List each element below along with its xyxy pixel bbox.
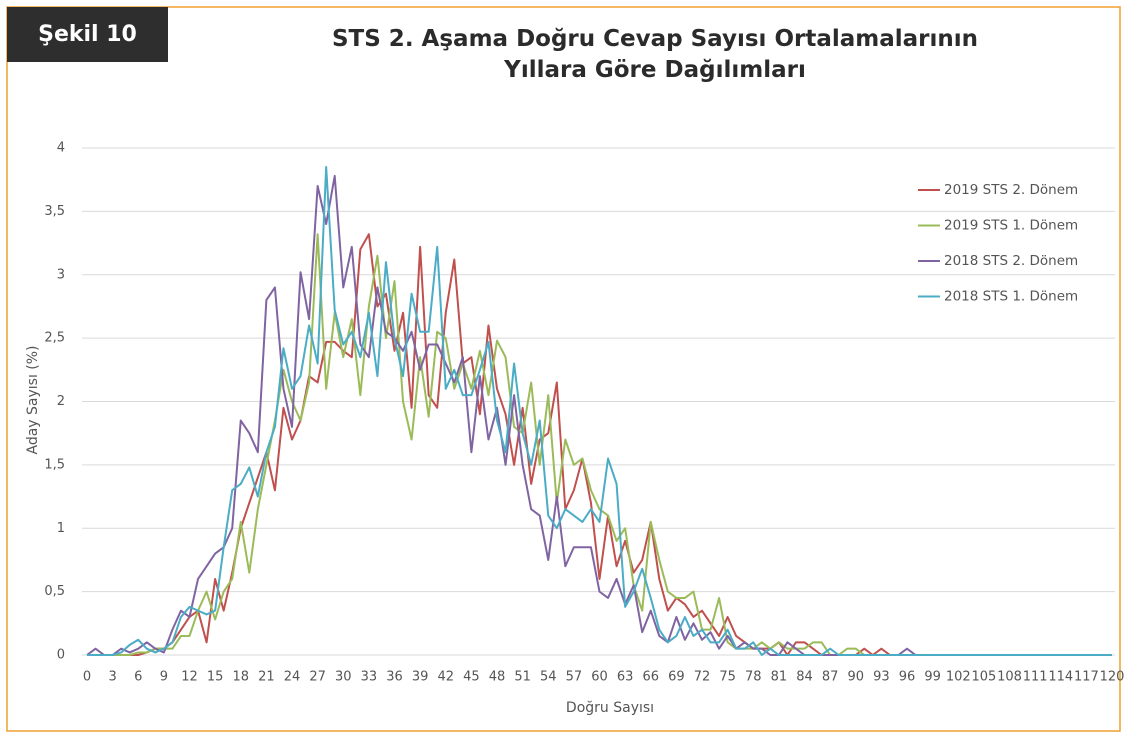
- y-tick-label: 3,5: [44, 204, 65, 219]
- legend-label: 2019 STS 1. Dönem: [944, 218, 1078, 234]
- y-tick-label: 1: [57, 521, 65, 536]
- x-tick-label: 117: [1074, 670, 1099, 685]
- x-tick-label: 51: [514, 670, 531, 685]
- series-line: [86, 174, 1112, 656]
- x-tick-label: 78: [745, 670, 762, 685]
- x-tick-label: 105: [971, 670, 996, 685]
- x-tick-label: 0: [83, 670, 91, 685]
- x-tick-label: 93: [873, 670, 890, 685]
- x-tick-label: 90: [847, 670, 864, 685]
- y-tick-label: 0: [57, 648, 65, 663]
- x-tick-label: 45: [463, 670, 480, 685]
- x-tick-label: 111: [1023, 670, 1048, 685]
- x-tick-label: 84: [796, 670, 813, 685]
- frame: [6, 6, 1121, 732]
- x-tick-label: 24: [284, 670, 301, 685]
- legend-label: 2018 STS 2. Dönem: [944, 253, 1078, 269]
- x-tick-label: 21: [258, 670, 275, 685]
- x-tick-label: 18: [232, 670, 249, 685]
- x-tick-label: 60: [591, 670, 608, 685]
- y-tick-label: 2,5: [44, 331, 65, 346]
- x-tick-label: 27: [309, 670, 326, 685]
- x-tick-label: 96: [899, 670, 916, 685]
- y-axis-label: Aday Sayısı (%): [25, 345, 41, 454]
- y-tick-label: 4: [57, 141, 65, 156]
- x-tick-label: 12: [181, 670, 198, 685]
- x-tick-label: 120: [1100, 670, 1125, 685]
- x-tick-label: 39: [412, 670, 429, 685]
- x-axis-label: Doğru Sayısı: [566, 700, 654, 716]
- y-tick-label: 2: [57, 394, 65, 409]
- x-tick-label: 63: [617, 670, 634, 685]
- x-tick-label: 30: [335, 670, 352, 685]
- x-tick-label: 66: [642, 670, 659, 685]
- x-tick-label: 114: [1048, 670, 1073, 685]
- series-line: [87, 166, 1112, 656]
- x-tick-label: 48: [489, 670, 506, 685]
- x-tick-label: 72: [694, 670, 711, 685]
- x-tick-label: 54: [540, 670, 557, 685]
- y-tick-label: 1,5: [44, 457, 65, 472]
- x-tick-label: 3: [108, 670, 116, 685]
- x-tick-label: 99: [924, 670, 941, 685]
- y-tick-label: 3: [57, 267, 65, 282]
- y-tick-label: 0,5: [44, 584, 65, 599]
- figure-label: Şekil 10: [7, 7, 168, 62]
- x-tick-label: 57: [566, 670, 583, 685]
- chart-title: STS 2. Aşama Doğru Cevap Sayısı Ortalama…: [331, 26, 979, 83]
- x-tick-label: 15: [207, 670, 224, 685]
- x-tick-label: 75: [719, 670, 736, 685]
- x-tick-label: 42: [437, 670, 454, 685]
- x-tick-label: 6: [134, 670, 142, 685]
- x-tick-label: 81: [771, 670, 788, 685]
- x-tick-label: 9: [160, 670, 168, 685]
- x-tick-label: 69: [668, 670, 685, 685]
- x-tick-label: 36: [386, 670, 403, 685]
- legend-label: 2018 STS 1. Dönem: [944, 289, 1078, 305]
- x-tick-label: 102: [946, 670, 971, 685]
- x-tick-label: 87: [822, 670, 839, 685]
- legend-label: 2019 STS 2. Dönem: [944, 182, 1078, 198]
- x-tick-label: 33: [361, 670, 378, 685]
- x-tick-label: 108: [997, 670, 1022, 685]
